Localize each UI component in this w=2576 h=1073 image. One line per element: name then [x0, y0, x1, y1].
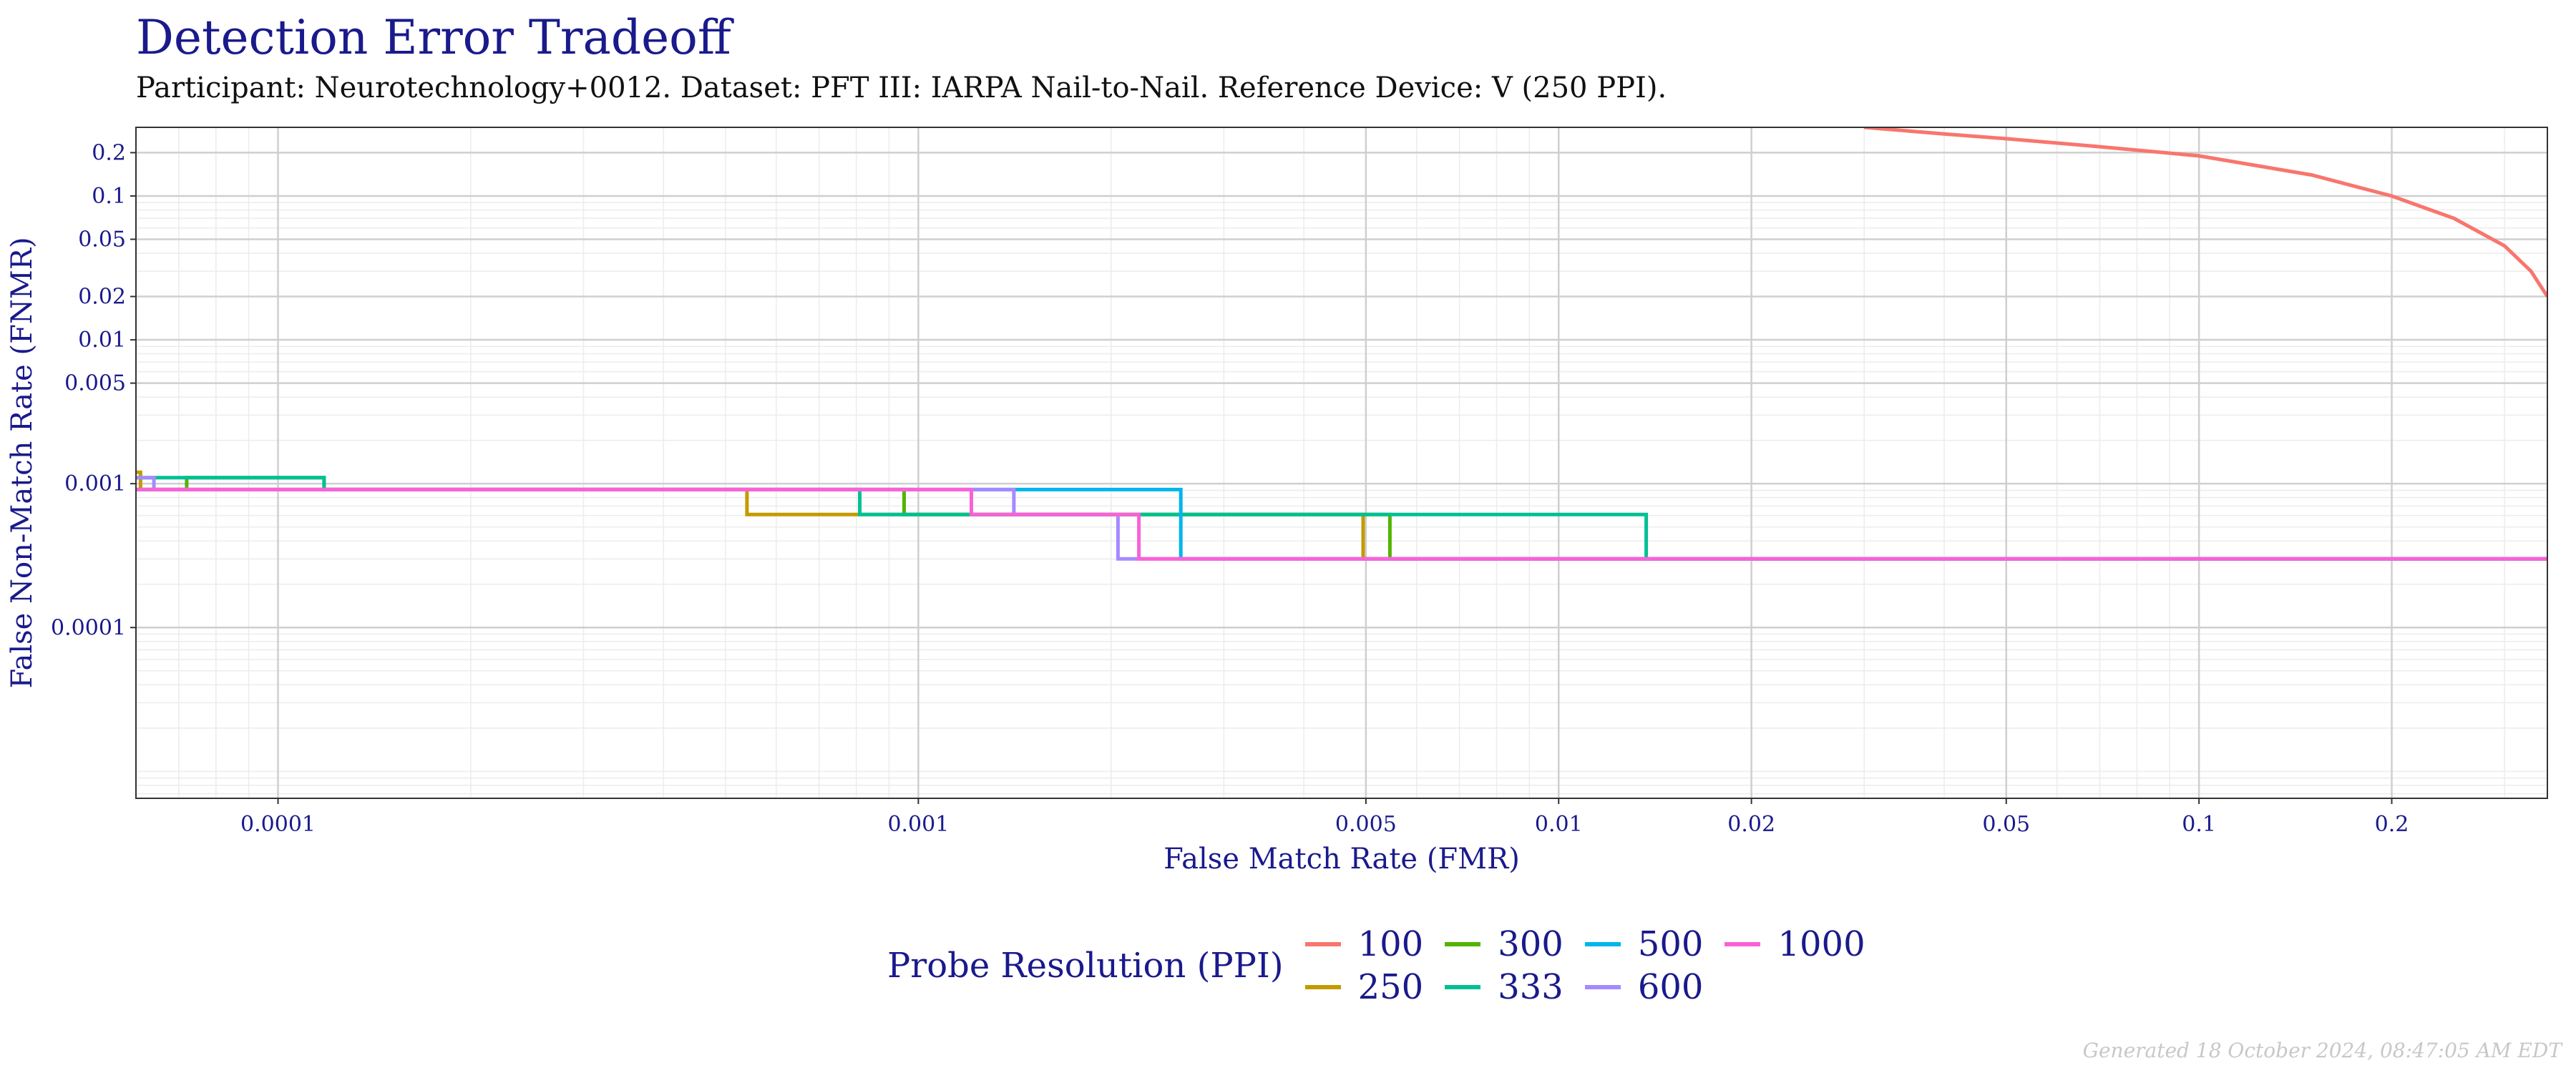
x-tick-label: 0.01: [1535, 812, 1583, 837]
legend-label-1000: 1000: [1777, 924, 1865, 964]
x-axis-label: False Match Rate (FMR): [1163, 843, 1520, 876]
legend-title: Probe Resolution (PPI): [887, 946, 1284, 986]
x-tick-label: 0.2: [2375, 812, 2409, 837]
plot-panel-border: [135, 127, 2548, 799]
grid-lines: [135, 127, 2547, 798]
legend-item-500: 500: [1584, 923, 1704, 966]
chart-title: Detection Error Tradeoff: [136, 10, 731, 65]
x-tick-label: 0.02: [1727, 812, 1775, 837]
x-tick-label: 0.005: [1335, 812, 1397, 837]
legend-key-100: [1304, 942, 1341, 946]
legend-item-300: 300: [1445, 923, 1563, 966]
legend-item-250: 250: [1304, 966, 1424, 1009]
legend-key-500: [1584, 942, 1621, 946]
legend-item-1000: 1000: [1724, 923, 1865, 966]
y-tick-label: 0.005: [64, 371, 126, 396]
series-lines: [136, 127, 2547, 561]
y-tick-label: 0.001: [64, 471, 126, 496]
legend-entries: 100 250 300 333 500 600 1000: [1304, 923, 1865, 1009]
legend-key-250: [1304, 985, 1341, 989]
legend-key-600: [1584, 985, 1621, 989]
legend-key-1000: [1724, 942, 1761, 946]
legend-label-500: 500: [1637, 924, 1704, 964]
chart-subtitle: Participant: Neurotechnology+0012. Datas…: [136, 72, 1667, 104]
legend-key-300: [1445, 942, 1481, 946]
x-tick-label: 0.05: [1982, 812, 2030, 837]
legend-item-333: 333: [1445, 966, 1563, 1009]
series-line-333: [136, 476, 2547, 561]
series-line-100: [1863, 127, 2547, 298]
series-line-1000: [136, 487, 2547, 561]
y-tick-label: 0.0001: [51, 615, 126, 640]
x-tick-label: 0.0001: [240, 812, 316, 837]
x-axis-ticks: 0.0001 0.001 0.005 0.01 0.02 0.05 0.1 0.2: [240, 798, 2409, 837]
y-axis-ticks: 0.0001 0.001 0.005 0.01 0.02 0.05 0.1 0.2: [51, 140, 136, 640]
series-line-600: [136, 476, 2547, 561]
legend-item-600: 600: [1584, 966, 1704, 1009]
y-tick-label: 0.01: [78, 328, 126, 353]
det-chart: 0.0001 0.001 0.005 0.01 0.02 0.05 0.1 0.2 0.000…: [6, 127, 2548, 876]
series-line-500: [136, 487, 2547, 561]
legend: Probe Resolution (PPI) 100 250 300 333 500 60…: [887, 923, 1865, 1009]
x-tick-label: 0.001: [887, 812, 949, 837]
y-tick-label: 0.2: [92, 140, 126, 165]
legend-label-333: 333: [1498, 967, 1563, 1007]
legend-key-333: [1445, 985, 1481, 989]
legend-label-100: 100: [1357, 924, 1424, 964]
y-tick-label: 0.02: [78, 285, 126, 310]
y-tick-label: 0.05: [78, 227, 126, 252]
legend-label-600: 600: [1637, 967, 1704, 1007]
legend-item-100: 100: [1304, 923, 1424, 966]
legend-label-250: 250: [1357, 967, 1424, 1007]
legend-label-300: 300: [1498, 924, 1563, 964]
x-tick-label: 0.1: [2182, 812, 2216, 837]
y-tick-label: 0.1: [92, 184, 126, 209]
y-axis-label: False Non-Match Rate (FNMR): [6, 237, 39, 688]
generated-timestamp: Generated 18 October 2024, 08:47:05 AM E…: [2082, 1039, 2562, 1062]
